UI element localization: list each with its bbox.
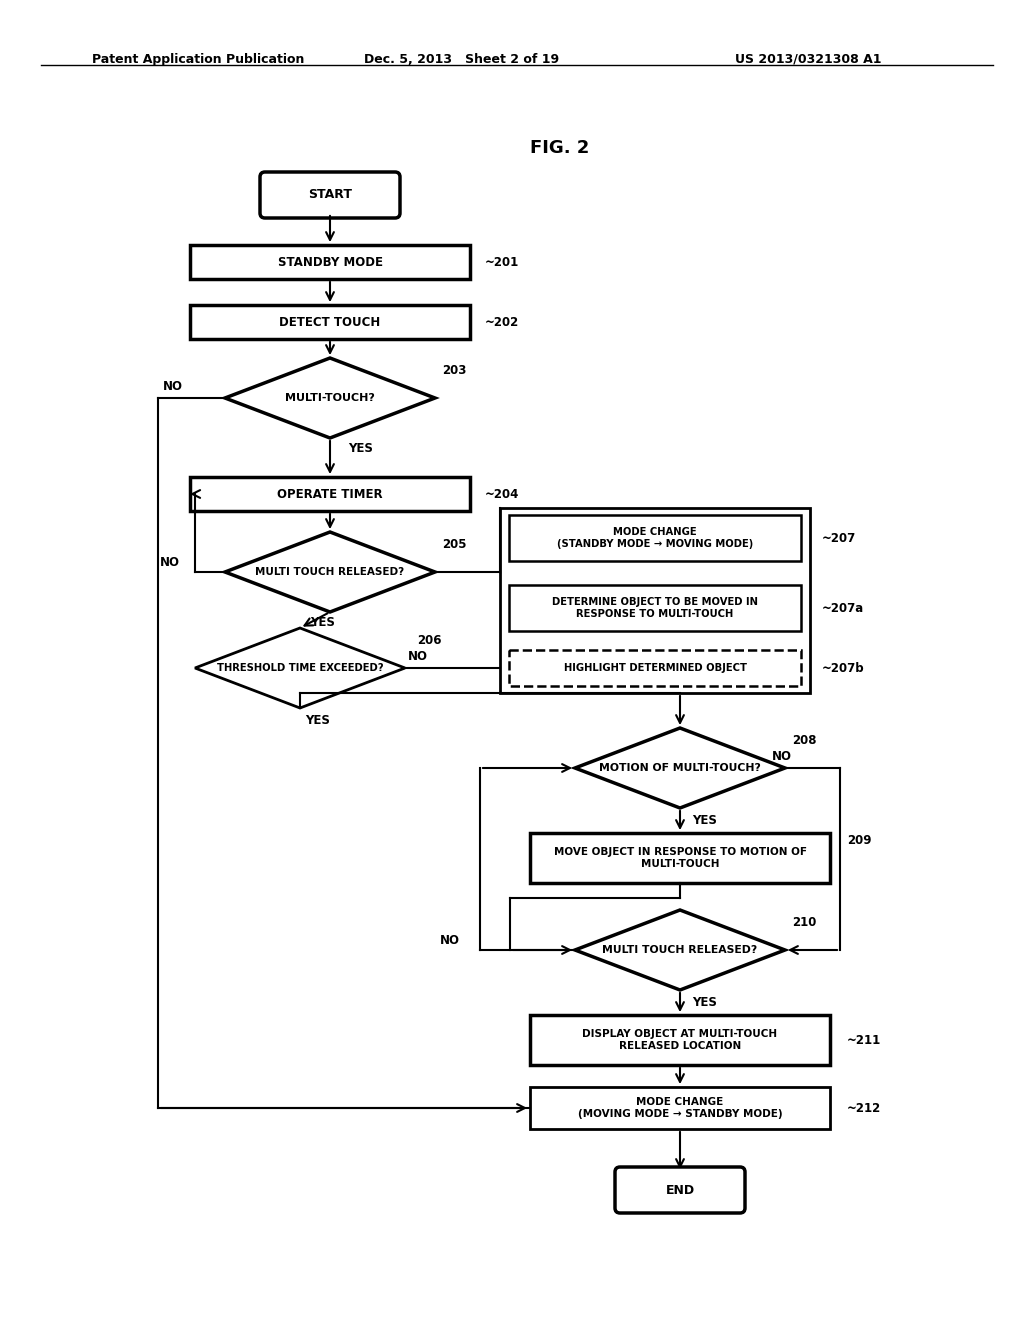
Text: DETERMINE OBJECT TO BE MOVED IN
RESPONSE TO MULTI-TOUCH: DETERMINE OBJECT TO BE MOVED IN RESPONSE… [552,597,758,619]
Text: MOTION OF MULTI-TOUCH?: MOTION OF MULTI-TOUCH? [599,763,761,774]
Text: ~204: ~204 [485,487,519,500]
Text: MULTI-TOUCH?: MULTI-TOUCH? [285,393,375,403]
Bar [509,585,801,631]
Text: 209: 209 [847,833,871,846]
Text: US 2013/0321308 A1: US 2013/0321308 A1 [735,53,882,66]
Text: MOVE OBJECT IN RESPONSE TO MOTION OF
MULTI-TOUCH: MOVE OBJECT IN RESPONSE TO MOTION OF MUL… [554,847,807,869]
Bar [530,1015,830,1065]
Text: ~202: ~202 [485,315,519,329]
Text: NO: NO [408,649,428,663]
Text: NO: NO [440,933,460,946]
FancyBboxPatch shape [260,172,400,218]
Text: MODE CHANGE
(MOVING MODE → STANDBY MODE): MODE CHANGE (MOVING MODE → STANDBY MODE) [578,1097,782,1119]
Text: 203: 203 [442,363,466,376]
Text: THRESHOLD TIME EXCEEDED?: THRESHOLD TIME EXCEEDED? [217,663,383,673]
Polygon shape [225,532,435,612]
Text: YES: YES [348,441,373,454]
Polygon shape [575,729,785,808]
Bar [509,515,801,561]
Text: MULTI TOUCH RELEASED?: MULTI TOUCH RELEASED? [255,568,404,577]
Text: YES: YES [310,615,335,628]
Bar [530,1086,830,1129]
Text: ~201: ~201 [485,256,519,268]
Text: HIGHLIGHT DETERMINED OBJECT: HIGHLIGHT DETERMINED OBJECT [563,663,746,673]
Text: ~207b: ~207b [822,661,864,675]
Polygon shape [225,358,435,438]
Text: ~207: ~207 [822,532,856,544]
Text: ~211: ~211 [847,1034,882,1047]
Bar [509,649,801,686]
Text: Patent Application Publication: Patent Application Publication [92,53,304,66]
Text: YES: YES [692,995,717,1008]
Text: NO: NO [160,556,180,569]
Text: NO: NO [772,750,792,763]
Text: 205: 205 [442,537,467,550]
Bar [190,477,470,511]
Text: YES: YES [692,813,717,826]
Text: NO: NO [163,380,183,392]
Bar [500,508,810,693]
Bar [530,833,830,883]
Text: 206: 206 [417,634,441,647]
Text: 210: 210 [792,916,816,928]
FancyBboxPatch shape [615,1167,745,1213]
Bar [190,305,470,339]
Text: START: START [308,189,352,202]
Text: STANDBY MODE: STANDBY MODE [278,256,383,268]
Text: DISPLAY OBJECT AT MULTI-TOUCH
RELEASED LOCATION: DISPLAY OBJECT AT MULTI-TOUCH RELEASED L… [583,1028,777,1051]
Polygon shape [195,628,406,708]
Text: Dec. 5, 2013   Sheet 2 of 19: Dec. 5, 2013 Sheet 2 of 19 [364,53,559,66]
Text: YES: YES [305,714,330,726]
Text: ~207a: ~207a [822,602,864,615]
Text: END: END [666,1184,694,1196]
Text: 208: 208 [792,734,816,747]
Polygon shape [575,909,785,990]
Text: DETECT TOUCH: DETECT TOUCH [280,315,381,329]
Text: OPERATE TIMER: OPERATE TIMER [278,487,383,500]
Text: MODE CHANGE
(STANDBY MODE → MOVING MODE): MODE CHANGE (STANDBY MODE → MOVING MODE) [557,527,753,549]
Text: FIG. 2: FIG. 2 [530,139,590,157]
Text: MULTI TOUCH RELEASED?: MULTI TOUCH RELEASED? [602,945,758,954]
Text: ~212: ~212 [847,1101,882,1114]
Bar [190,246,470,279]
